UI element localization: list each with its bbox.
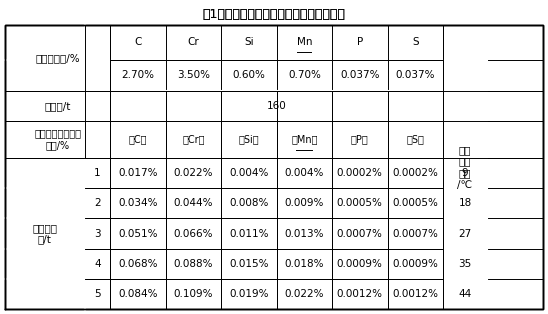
Text: 160: 160 xyxy=(267,101,287,111)
Text: S: S xyxy=(412,37,419,47)
Text: 加入研磨
体/t: 加入研磨 体/t xyxy=(32,223,58,244)
Text: 0.019%: 0.019% xyxy=(229,290,269,299)
Text: 增Mn量: 增Mn量 xyxy=(291,134,318,144)
Text: 研磨体对钢水成分
影响/%: 研磨体对钢水成分 影响/% xyxy=(34,129,81,150)
Text: 0.0005%: 0.0005% xyxy=(392,198,438,208)
Text: 0.037%: 0.037% xyxy=(396,70,435,80)
Text: 3.50%: 3.50% xyxy=(177,70,210,80)
Text: 0.015%: 0.015% xyxy=(229,259,269,269)
Text: Cr: Cr xyxy=(188,37,199,47)
Text: C: C xyxy=(134,37,142,47)
Text: 0.022%: 0.022% xyxy=(174,168,213,178)
Text: 0.017%: 0.017% xyxy=(118,168,158,178)
Text: 表1、研磨体热平衡及物料平衡模型测算表: 表1、研磨体热平衡及物料平衡模型测算表 xyxy=(203,8,345,20)
Text: 0.109%: 0.109% xyxy=(174,290,213,299)
Text: 0.088%: 0.088% xyxy=(174,259,213,269)
Text: 44: 44 xyxy=(458,290,472,299)
Text: 5: 5 xyxy=(94,290,101,299)
Text: P: P xyxy=(357,37,363,47)
Text: 增C量: 增C量 xyxy=(129,134,147,144)
Text: 研磨体成分/%: 研磨体成分/% xyxy=(36,53,80,63)
Text: 0.008%: 0.008% xyxy=(229,198,269,208)
Text: 0.068%: 0.068% xyxy=(118,259,158,269)
Text: 增Si量: 增Si量 xyxy=(239,134,259,144)
Text: 0.004%: 0.004% xyxy=(285,168,324,178)
Text: 0.0007%: 0.0007% xyxy=(392,229,438,239)
Text: 0.0012%: 0.0012% xyxy=(392,290,438,299)
Text: 钢水量/t: 钢水量/t xyxy=(44,101,71,111)
Text: 0.034%: 0.034% xyxy=(118,198,158,208)
Text: 0.044%: 0.044% xyxy=(174,198,213,208)
Text: 9: 9 xyxy=(461,168,469,178)
Text: 2.70%: 2.70% xyxy=(122,70,155,80)
Text: 增Cr量: 增Cr量 xyxy=(182,134,205,144)
Text: 0.009%: 0.009% xyxy=(285,198,324,208)
Text: 钢包
温度
影响
/℃: 钢包 温度 影响 /℃ xyxy=(458,145,472,190)
Text: Mn: Mn xyxy=(296,37,312,47)
Text: 0.0009%: 0.0009% xyxy=(392,259,438,269)
Text: 0.0012%: 0.0012% xyxy=(337,290,383,299)
Text: 0.0009%: 0.0009% xyxy=(337,259,383,269)
Text: 0.0005%: 0.0005% xyxy=(337,198,383,208)
Text: 4: 4 xyxy=(94,259,101,269)
Text: 0.084%: 0.084% xyxy=(118,290,158,299)
Text: 增P量: 增P量 xyxy=(351,134,369,144)
Text: 表1、研磨体热平衡及物料平衡模型测算表: 表1、研磨体热平衡及物料平衡模型测算表 xyxy=(203,8,345,20)
Text: 35: 35 xyxy=(458,259,472,269)
Text: 1: 1 xyxy=(94,168,101,178)
Text: Si: Si xyxy=(244,37,254,47)
Text: 0.0002%: 0.0002% xyxy=(337,168,383,178)
Text: 3: 3 xyxy=(94,229,101,239)
Text: 0.018%: 0.018% xyxy=(284,259,324,269)
Text: 0.051%: 0.051% xyxy=(118,229,158,239)
Text: 0.013%: 0.013% xyxy=(284,229,324,239)
Text: 增S量: 增S量 xyxy=(406,134,424,144)
Text: 0.70%: 0.70% xyxy=(288,70,321,80)
Text: 0.011%: 0.011% xyxy=(229,229,269,239)
Text: 0.0002%: 0.0002% xyxy=(392,168,438,178)
Text: 0.0007%: 0.0007% xyxy=(337,229,383,239)
Text: 0.066%: 0.066% xyxy=(174,229,213,239)
Text: 2: 2 xyxy=(94,198,101,208)
Text: 0.037%: 0.037% xyxy=(340,70,380,80)
Text: 0.004%: 0.004% xyxy=(229,168,269,178)
Text: 0.022%: 0.022% xyxy=(284,290,324,299)
Text: 27: 27 xyxy=(458,229,472,239)
Text: 18: 18 xyxy=(458,198,472,208)
Text: 0.60%: 0.60% xyxy=(232,70,265,80)
